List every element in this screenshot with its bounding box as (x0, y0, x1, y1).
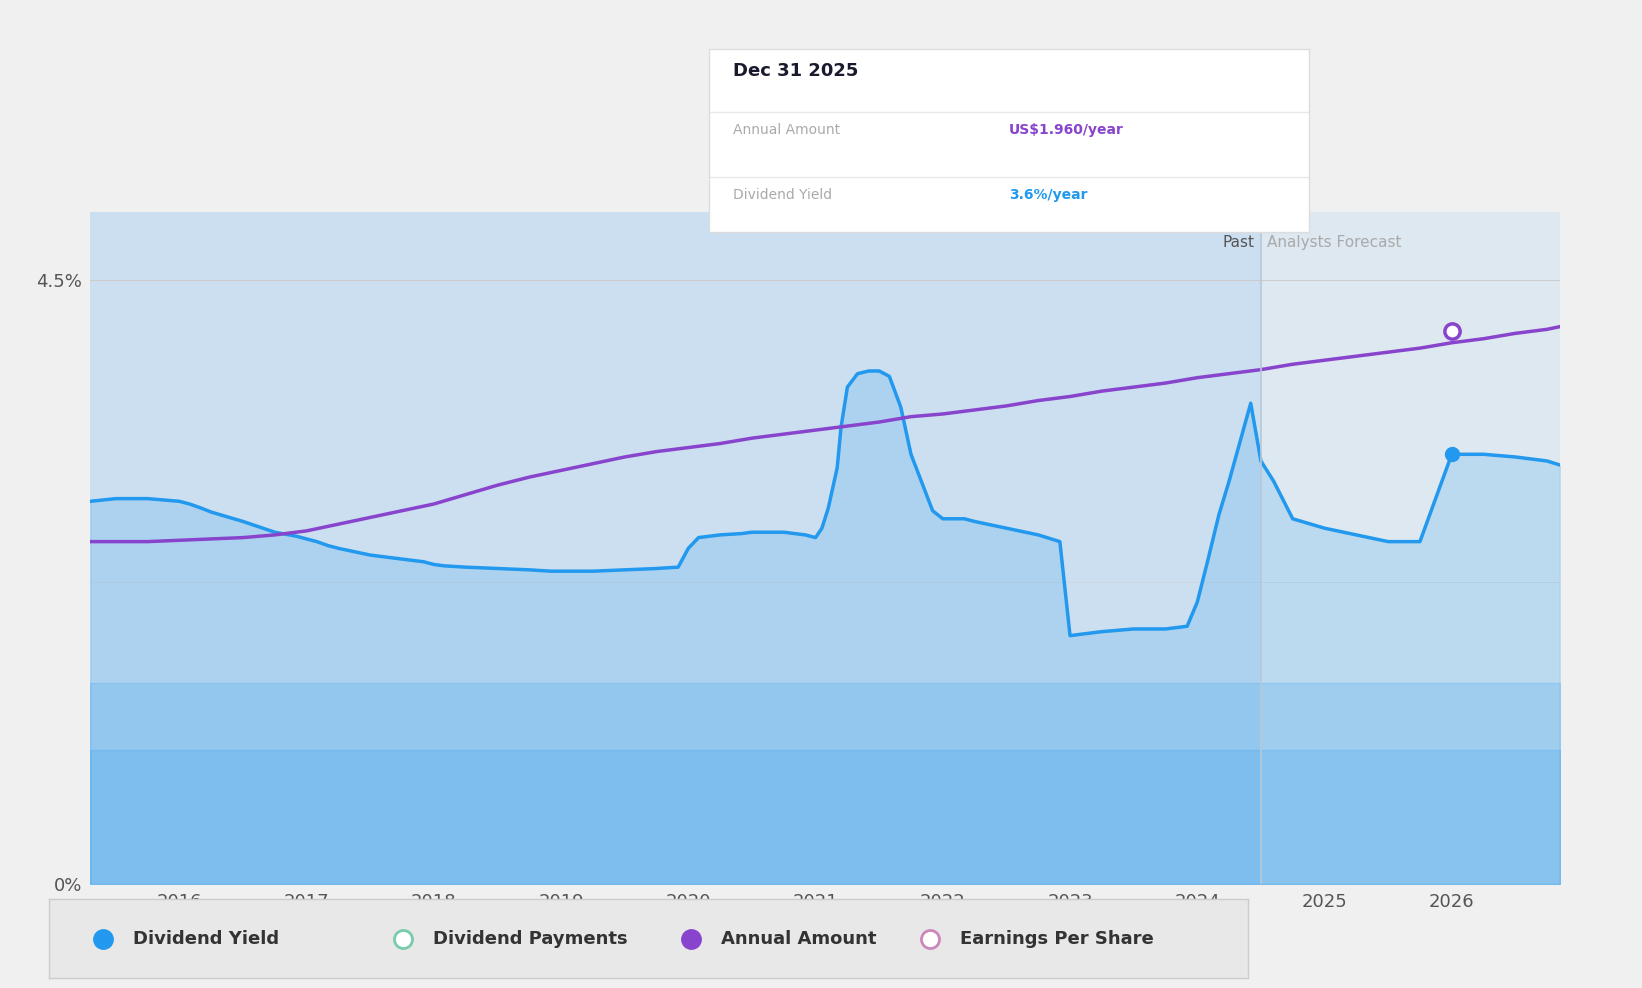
Bar (90, 212, 1261, 884)
Text: 3.6%/year: 3.6%/year (1008, 189, 1087, 203)
Bar (1261, 212, 1560, 884)
Text: Analysts Forecast: Analysts Forecast (1268, 235, 1402, 250)
Text: Earnings Per Share: Earnings Per Share (961, 930, 1154, 947)
Text: US$1.960/year: US$1.960/year (1008, 123, 1123, 136)
Text: Dividend Yield: Dividend Yield (734, 189, 832, 203)
Text: Dec 31 2025: Dec 31 2025 (734, 62, 859, 80)
Text: Annual Amount: Annual Amount (721, 930, 877, 947)
Text: Annual Amount: Annual Amount (734, 123, 841, 136)
Text: Past: Past (1223, 235, 1254, 250)
Text: Dividend Payments: Dividend Payments (433, 930, 627, 947)
Text: Dividend Yield: Dividend Yield (133, 930, 279, 947)
